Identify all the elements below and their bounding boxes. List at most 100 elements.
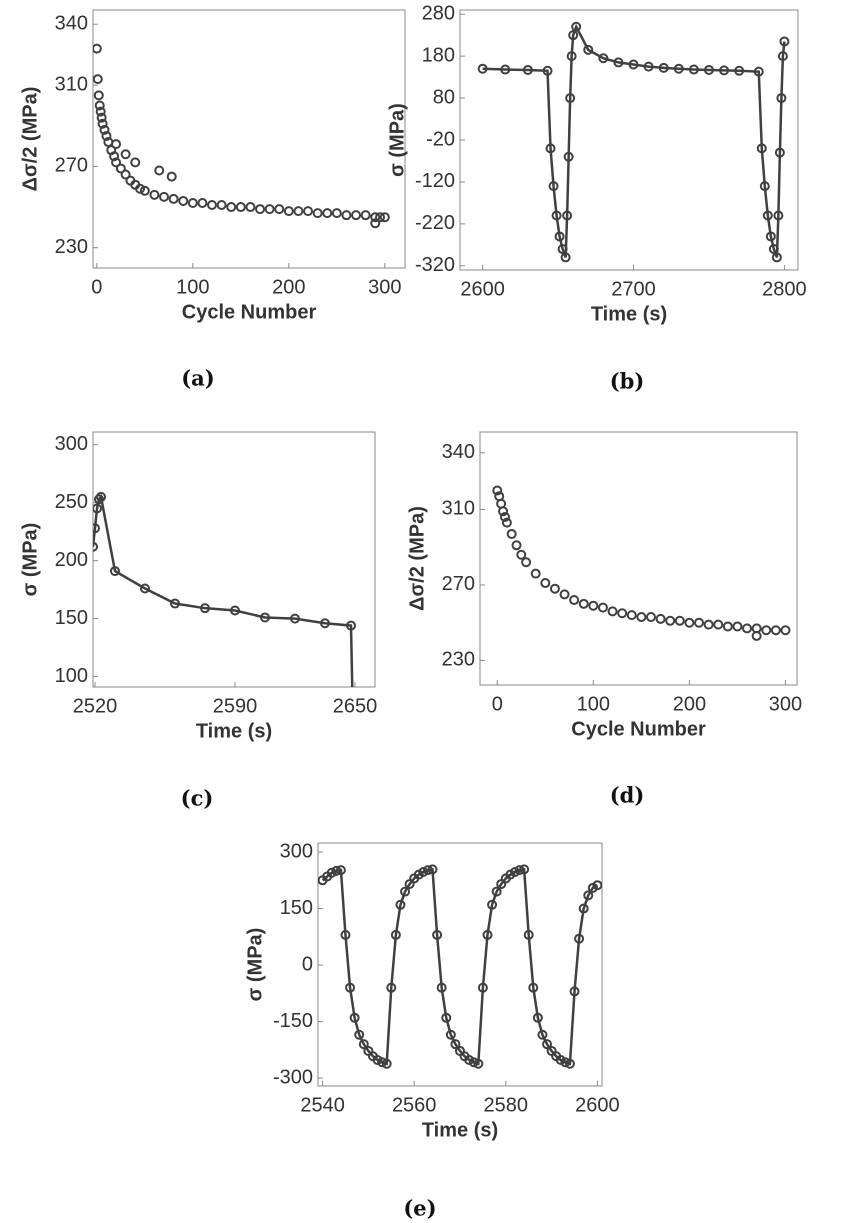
y-tick-label: 180 [422, 44, 455, 66]
data-point [565, 93, 576, 104]
data-point [111, 157, 122, 168]
data-point [418, 867, 429, 878]
data-point [532, 1012, 543, 1023]
data-point [713, 619, 724, 630]
y-tick-label: 150 [55, 607, 88, 629]
data-point [694, 617, 705, 628]
data-point [395, 899, 406, 910]
data-point [491, 886, 502, 897]
data-point [436, 982, 447, 993]
data-point [331, 208, 342, 219]
y-axis-label: σ (MPa) [386, 103, 408, 177]
data-point [312, 208, 323, 219]
data-point [628, 59, 639, 70]
data-point [94, 100, 105, 111]
y-tick-label: 300 [55, 433, 88, 455]
x-tick-label: 2520 [73, 695, 118, 717]
data-point [528, 982, 539, 993]
x-tick-label: 2650 [333, 695, 378, 717]
data-point [732, 621, 743, 632]
x-tick-label: 200 [673, 693, 706, 715]
data-point [545, 143, 556, 154]
data-point [568, 30, 579, 41]
data-point [578, 903, 589, 914]
x-tick-label: 300 [769, 693, 802, 715]
data-point [588, 600, 599, 611]
data-point [351, 210, 362, 221]
data-point [511, 540, 522, 551]
data-point [331, 865, 342, 876]
data-point [178, 195, 189, 206]
data-point [722, 621, 733, 632]
data-point [341, 210, 352, 221]
data-point [358, 1039, 369, 1050]
y-tick-label: -320 [415, 254, 455, 276]
data-point [569, 595, 580, 606]
plot-frame [92, 431, 376, 688]
data-point [566, 51, 577, 62]
data-point [523, 929, 534, 940]
plot-frame [317, 842, 603, 1087]
y-axis-label: σ (MPa) [244, 928, 266, 1002]
x-tick-label: 2600 [460, 278, 505, 300]
plot-area [318, 864, 602, 1069]
data-point [500, 64, 511, 75]
data-point [487, 899, 498, 910]
data-point [499, 511, 510, 522]
data-point [542, 65, 553, 76]
panel-caption: (a) [181, 366, 214, 391]
data-point [93, 43, 102, 54]
data-point [135, 183, 146, 194]
data-point [655, 613, 666, 624]
data-point [592, 880, 602, 891]
x-tick-label: 0 [492, 693, 503, 715]
data-point [780, 625, 791, 636]
x-tick-label: 2540 [300, 1094, 345, 1116]
data-point [776, 93, 787, 104]
x-axis-label: Cycle Number [571, 718, 706, 740]
data-point [149, 189, 160, 200]
data-point [613, 57, 624, 68]
data-point [774, 147, 785, 158]
y-tick-label: 310 [442, 498, 475, 520]
panel-caption: (e) [403, 1196, 436, 1221]
data-point [516, 549, 527, 560]
y-tick-label: 250 [55, 491, 88, 513]
data-point [482, 929, 493, 940]
data-point [751, 630, 762, 641]
data-point [166, 171, 177, 182]
data-point [768, 244, 779, 255]
data-point [522, 64, 533, 75]
y-tick-label: 0 [302, 953, 313, 975]
y-tick-label: -300 [273, 1066, 313, 1088]
y-tick-label: 280 [422, 2, 455, 24]
data-point [400, 886, 411, 897]
data-point [674, 615, 685, 626]
data-point [537, 1029, 548, 1040]
data-point [303, 206, 314, 217]
data-point [390, 929, 401, 940]
data-point [168, 193, 179, 204]
data-point [140, 583, 150, 594]
x-axis-label: Cycle Number [182, 301, 317, 323]
data-point [540, 578, 551, 589]
data-point [377, 1057, 388, 1068]
data-point [283, 206, 294, 217]
data-point [569, 986, 580, 997]
data-point [346, 620, 356, 631]
data-point [445, 1029, 456, 1040]
data-point [673, 63, 684, 74]
data-point [109, 151, 120, 162]
y-tick-label: 200 [55, 549, 88, 571]
data-point [255, 204, 266, 215]
data-point [200, 603, 210, 614]
data-point [370, 212, 381, 223]
data-point [703, 619, 714, 630]
data-point [559, 589, 570, 600]
data-point [422, 865, 433, 876]
data-point [753, 66, 764, 77]
y-tick-label: 310 [55, 73, 88, 95]
data-point [773, 210, 784, 221]
data-point [427, 864, 438, 875]
